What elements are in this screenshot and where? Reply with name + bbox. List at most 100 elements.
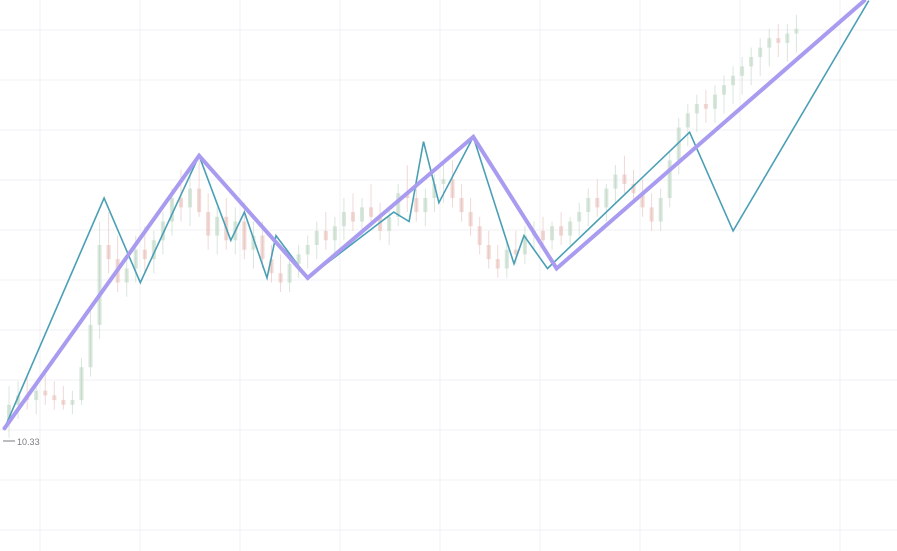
candle [685, 104, 690, 147]
candle-body [622, 174, 627, 184]
candle-body [296, 254, 301, 264]
candle-body [206, 212, 211, 236]
candle [369, 183, 374, 227]
candle [387, 207, 392, 245]
candle [731, 66, 736, 104]
candle-body [477, 226, 482, 245]
candle-body [513, 249, 518, 255]
candle [595, 179, 600, 217]
candle-body [649, 207, 654, 222]
candle-body [414, 198, 419, 213]
candle [568, 216, 573, 245]
candle-body [242, 221, 247, 250]
candle-body [685, 113, 690, 128]
candle-body [7, 404, 12, 424]
candle [522, 226, 527, 264]
label-layer: 10.33 [3, 437, 40, 447]
candle [405, 165, 410, 213]
candle-body [577, 212, 582, 222]
candle [785, 24, 790, 62]
candle [749, 47, 754, 86]
candle [559, 212, 564, 245]
candle [278, 254, 283, 292]
candle-body [550, 226, 555, 241]
candle-body [106, 245, 111, 260]
candle-body [133, 249, 138, 269]
candle-body [468, 212, 473, 227]
candle-body [504, 249, 509, 269]
candle [423, 188, 428, 227]
candle-body [278, 273, 283, 283]
candle [115, 235, 120, 292]
candle [504, 240, 509, 278]
candle-body [169, 198, 174, 222]
candle [70, 390, 75, 415]
candle-body [776, 38, 781, 43]
candle [767, 28, 772, 67]
candle-body [323, 230, 328, 241]
candle-body [450, 179, 455, 198]
candle [287, 254, 292, 292]
candle [206, 193, 211, 250]
candle-body [369, 207, 374, 217]
candle-body [341, 212, 346, 227]
candle [296, 245, 301, 278]
candle [124, 254, 129, 297]
candle [613, 165, 618, 203]
candle-body [712, 94, 717, 109]
candle-body [559, 226, 564, 236]
candle [43, 371, 48, 405]
candle-body [396, 193, 401, 217]
candle-body [79, 367, 84, 401]
candle [251, 221, 256, 269]
candle-body [160, 221, 165, 241]
candle-body [52, 395, 57, 401]
candle [649, 193, 654, 231]
candle [667, 151, 672, 208]
candle-body [88, 324, 93, 368]
candle [7, 386, 12, 438]
candle [79, 357, 84, 405]
candle-body [486, 245, 491, 260]
candle-body [269, 259, 274, 274]
candle-body [423, 198, 428, 213]
candle-body [61, 400, 66, 405]
candle-body [731, 75, 736, 86]
candle [88, 310, 93, 377]
candle-body [215, 216, 220, 236]
candle [540, 216, 546, 245]
candle-body [586, 198, 591, 213]
candle-body [305, 245, 310, 255]
minor-zigzag-layer [3, 0, 870, 429]
candle-body [658, 198, 663, 222]
candle [468, 198, 473, 236]
candle [604, 183, 609, 222]
candle [640, 179, 645, 217]
candle-body [197, 188, 202, 213]
candle-body [631, 183, 636, 194]
candle-body [595, 198, 600, 208]
candle [61, 386, 66, 410]
candle [52, 381, 57, 410]
major-zigzag-layer [2, 0, 867, 431]
candle-body [387, 216, 392, 231]
candle-body [142, 249, 147, 260]
candle-body [16, 395, 21, 405]
candle-body [378, 216, 383, 231]
candle-body [332, 226, 337, 241]
candle [350, 193, 355, 231]
candle [332, 216, 337, 255]
candle [740, 57, 745, 95]
candle [577, 202, 582, 236]
candle-body [432, 183, 437, 198]
candle [341, 198, 346, 241]
candle-body [767, 38, 772, 48]
candle [396, 183, 401, 227]
candle [432, 174, 437, 213]
candle [269, 245, 274, 283]
candle-body [613, 174, 618, 189]
candle-body [495, 259, 500, 269]
